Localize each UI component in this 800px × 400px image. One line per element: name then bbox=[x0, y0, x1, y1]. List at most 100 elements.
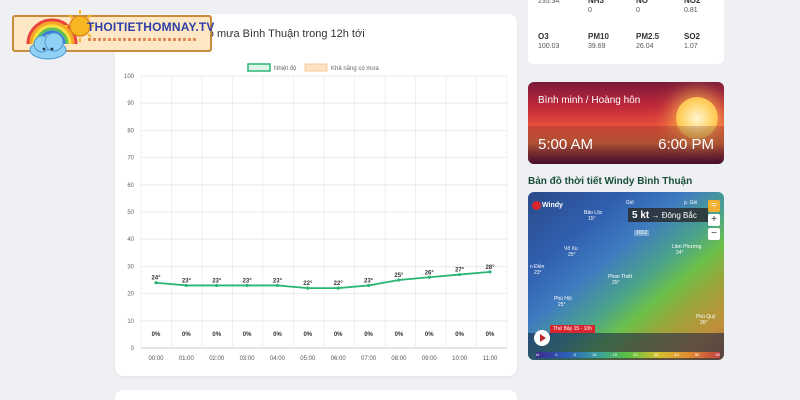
map-pgio-label: p. Gió bbox=[684, 200, 698, 206]
legend-label-rain: Khả năng có mưa bbox=[331, 66, 379, 72]
aq-value: 0 bbox=[636, 7, 640, 14]
legend-swatch-rain bbox=[304, 63, 328, 72]
x-tick-label: 01:00 bbox=[179, 356, 195, 362]
map-place-name: Lâm Phương bbox=[672, 244, 702, 250]
zoom-in-button[interactable]: + bbox=[708, 214, 720, 226]
aq-cell: NH3 0 bbox=[588, 0, 640, 14]
aq-value: 0 bbox=[588, 7, 592, 14]
zoom-out-button[interactable]: − bbox=[708, 228, 720, 240]
sunrise-sunset-card: Bình minh / Hoàng hôn 5:00 AM 6:00 PM bbox=[528, 82, 724, 164]
temperature-point bbox=[427, 275, 431, 279]
map-place-label: Lâm Phương 24° bbox=[672, 244, 701, 256]
aq-value: 235.34 bbox=[538, 0, 560, 5]
wind-scale-bar bbox=[536, 352, 720, 358]
logo-tagline bbox=[88, 38, 198, 41]
x-tick-label: 11:00 bbox=[483, 356, 498, 362]
wind-scale-tick: 20 bbox=[633, 352, 638, 357]
map-place-name: Phú Hội bbox=[554, 296, 572, 302]
logo-text: THOITIETHOMNAY.TV bbox=[87, 20, 215, 34]
aq-value: 100.03 bbox=[538, 43, 560, 50]
sunrise-time: 5:00 AM bbox=[538, 136, 594, 153]
x-tick-label: 04:00 bbox=[270, 356, 286, 362]
temperature-point bbox=[275, 283, 280, 288]
rain-data-label: 0% bbox=[425, 332, 434, 338]
aq-label: NO bbox=[636, 0, 648, 5]
temperature-point bbox=[458, 272, 462, 277]
aq-value: 39.69 bbox=[588, 43, 606, 50]
wind-scale-tick: 50 bbox=[694, 352, 700, 357]
y-tick-label: 100 bbox=[124, 74, 135, 80]
aq-cell: 235.34 bbox=[538, 0, 590, 5]
map-place-name: Phú Quý bbox=[696, 314, 716, 320]
temperature-point bbox=[245, 283, 249, 288]
aq-label: O3 bbox=[538, 32, 549, 41]
forecast-chart-card: ng có mưa Bình Thuận trong 12h tới Nhiệt… bbox=[115, 14, 517, 376]
temperature-data-label: 23° bbox=[364, 278, 374, 284]
chart-title: ng có mưa Bình Thuận trong 12h tới bbox=[187, 28, 365, 40]
sunset-time: 6:00 PM bbox=[658, 136, 714, 153]
windy-brand[interactable]: Windy bbox=[542, 202, 563, 209]
wind-scale-tick: 40 bbox=[674, 352, 679, 357]
temperature-data-label: 28° bbox=[485, 265, 495, 271]
y-tick-label: 50 bbox=[127, 210, 134, 216]
y-tick-label: 60 bbox=[127, 183, 134, 189]
temperature-point bbox=[154, 281, 158, 285]
aq-label: PM2.5 bbox=[636, 32, 660, 41]
x-tick-label: 06:00 bbox=[331, 356, 347, 362]
y-tick-label: 20 bbox=[127, 292, 134, 298]
temperature-point bbox=[184, 283, 188, 288]
temperature-data-label: 27° bbox=[455, 268, 465, 274]
x-tick-label: 00:00 bbox=[148, 356, 164, 362]
map-gio-label: Gió bbox=[626, 200, 634, 206]
temperature-data-label: 22° bbox=[334, 281, 344, 287]
aq-cell: PM2.5 26.04 bbox=[636, 32, 688, 50]
temperature-point bbox=[366, 283, 371, 288]
aq-value: 0.81 bbox=[684, 7, 698, 14]
aq-label: PM10 bbox=[588, 32, 609, 41]
windy-map[interactable]: Windy Gió p. Gió 5 kt → Đông Bắc 1012 ≈ … bbox=[528, 192, 724, 360]
temperature-point bbox=[215, 283, 219, 288]
rain-data-label: 0% bbox=[152, 332, 161, 338]
temperature-point bbox=[488, 270, 492, 274]
temperature-line bbox=[155, 270, 491, 290]
wind-scale-tick: 15 bbox=[612, 352, 617, 357]
map-place-temp: 25° bbox=[558, 302, 566, 308]
y-tick-label: 40 bbox=[127, 237, 134, 243]
windy-overlay-icon[interactable]: ≈ bbox=[708, 200, 720, 212]
temperature-point bbox=[306, 286, 310, 290]
aq-value: 1.07 bbox=[684, 43, 698, 50]
temperature-data-label: 23° bbox=[182, 278, 192, 284]
rain-data-label: 0% bbox=[455, 332, 464, 338]
temperature-data-label: 26° bbox=[425, 270, 435, 276]
x-tick-label: 10:00 bbox=[452, 356, 468, 362]
y-tick-label: 90 bbox=[127, 101, 134, 107]
rain-data-label: 0% bbox=[364, 332, 373, 338]
aq-value: 26.04 bbox=[636, 43, 654, 50]
aq-label: NO2 bbox=[684, 0, 701, 5]
y-tick-label: 80 bbox=[127, 128, 134, 134]
temperature-data-label: 25° bbox=[394, 273, 404, 279]
site-logo[interactable]: THOITIETHOMNAY.TV bbox=[10, 6, 215, 60]
x-tick-label: 08:00 bbox=[391, 356, 407, 362]
map-place-temp: 25° bbox=[612, 280, 620, 286]
aq-label: SO2 bbox=[684, 32, 701, 41]
map-date: Thứ Bảy 15 - 10h bbox=[550, 325, 595, 333]
play-icon[interactable] bbox=[534, 330, 550, 346]
rain-data-label: 0% bbox=[182, 332, 191, 338]
aq-cell: SO2 1.07 bbox=[684, 32, 736, 50]
temperature-point bbox=[397, 278, 401, 282]
pressure-label: 1012 bbox=[634, 230, 650, 236]
map-place-label: Phú Quý 26° bbox=[696, 314, 715, 326]
sun-card-title: Bình minh / Hoàng hôn bbox=[538, 95, 641, 106]
legend-swatch-temperature bbox=[247, 63, 271, 72]
wind-direction: → Đông Bắc bbox=[651, 211, 697, 220]
x-tick-label: 03:00 bbox=[240, 356, 256, 362]
map-place-label: Võ Xu 25° bbox=[564, 246, 578, 258]
rain-data-label: 0% bbox=[303, 332, 312, 338]
wind-scale-tick: 10 bbox=[591, 352, 597, 357]
aq-label: NH3 bbox=[588, 0, 605, 5]
map-place-temp: 23° bbox=[534, 270, 542, 276]
temperature-data-label: 23° bbox=[273, 278, 283, 284]
windy-logo-icon bbox=[532, 201, 541, 210]
rain-data-label: 0% bbox=[243, 332, 252, 338]
